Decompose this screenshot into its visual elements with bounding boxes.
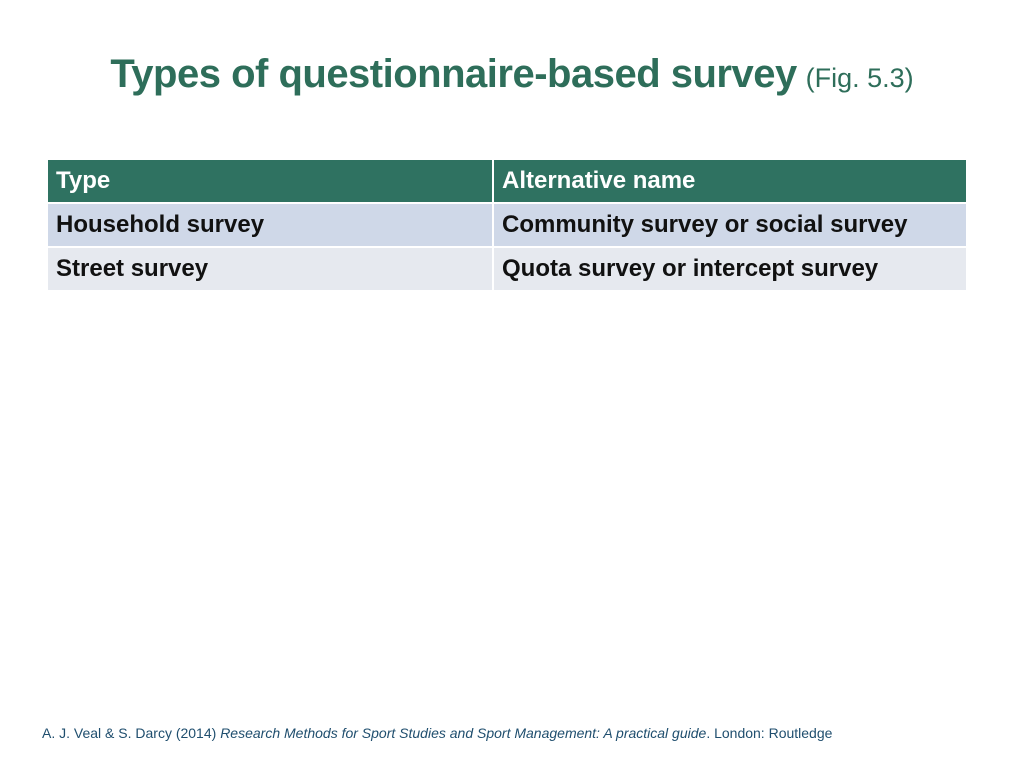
cell-type: Street survey (46, 246, 494, 292)
cell-type: Household survey (46, 202, 494, 248)
table-row: Street survey Quota survey or intercept … (46, 246, 968, 292)
citation-authors: A. J. Veal & S. Darcy (2014) (42, 725, 221, 741)
title-main: Types of questionnaire-based survey (110, 52, 797, 96)
page-title: Types of questionnaire-based survey (Fig… (0, 52, 1024, 97)
table-header-row: Type Alternative name (46, 158, 968, 204)
citation-book-title: Research Methods for Sport Studies and S… (220, 725, 707, 741)
header-alternative-name: Alternative name (492, 158, 968, 204)
citation-publisher: . London: Routledge (706, 725, 833, 741)
cell-alternative-name: Quota survey or intercept survey (492, 246, 968, 292)
table-row: Household survey Community survey or soc… (46, 202, 968, 248)
header-type: Type (46, 158, 494, 204)
citation-footer: A. J. Veal & S. Darcy (2014) Research Me… (42, 725, 1002, 741)
survey-types-table: Type Alternative name Household survey C… (46, 158, 968, 292)
cell-alternative-name: Community survey or social survey (492, 202, 968, 248)
title-figure-ref: (Fig. 5.3) (805, 63, 914, 93)
